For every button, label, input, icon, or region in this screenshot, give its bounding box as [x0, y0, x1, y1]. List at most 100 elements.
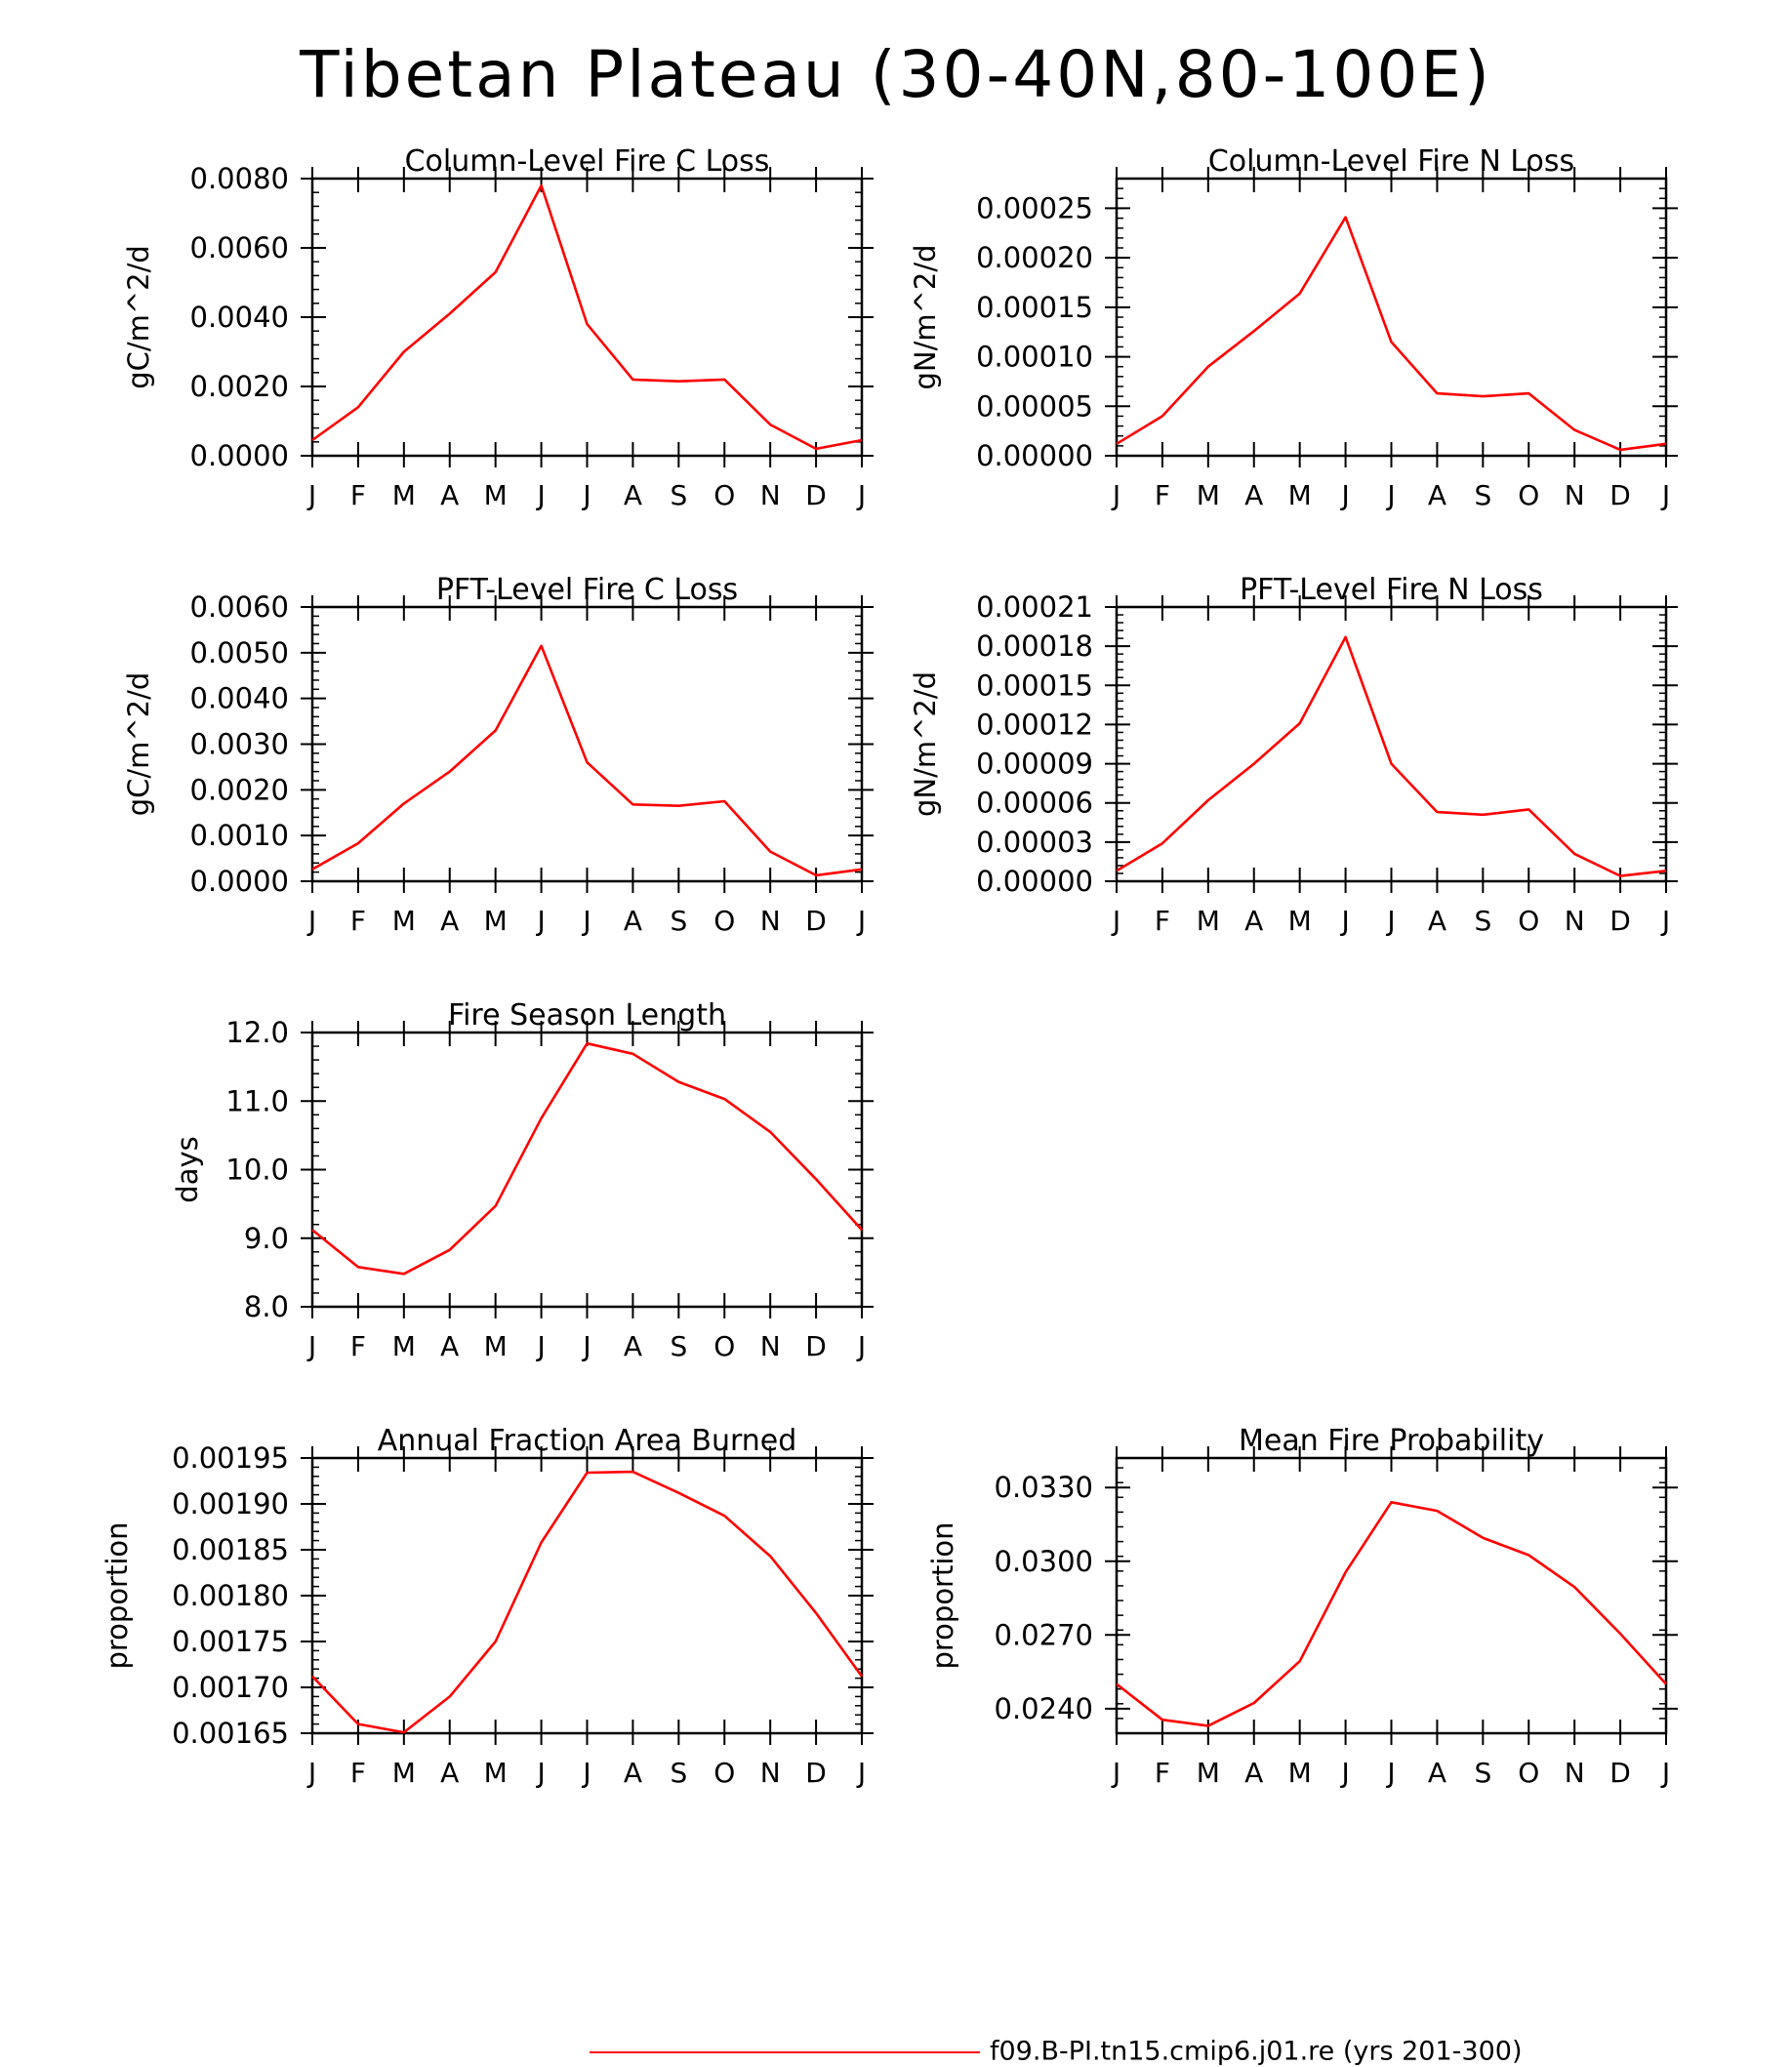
y-tick-label: 0.00021 — [976, 590, 1093, 624]
x-tick-label: J — [306, 479, 316, 511]
x-tick-label: M — [1288, 1757, 1312, 1789]
x-tick-label: J — [581, 905, 591, 937]
series-line — [1116, 1501, 1667, 1727]
chart-title: Fire Season Length — [448, 998, 726, 1033]
y-tick-label: 0.0020 — [190, 370, 289, 403]
y-tick-label: 0.00000 — [976, 865, 1093, 898]
y-tick-label: 0.0030 — [190, 728, 289, 761]
x-tick-label: A — [1244, 479, 1263, 511]
series-line — [311, 1041, 863, 1276]
y-tick-label: 10.0 — [225, 1154, 289, 1187]
x-tick-label: F — [1155, 905, 1170, 937]
x-tick-label: F — [1155, 1757, 1170, 1789]
x-tick-label: J — [856, 905, 866, 937]
x-tick-label: M — [484, 479, 508, 511]
x-tick-label: N — [1565, 905, 1585, 937]
y-tick-label: 0.0040 — [190, 682, 289, 715]
x-tick-label: J — [535, 479, 545, 511]
x-tick-label: J — [1385, 479, 1395, 511]
x-tick-label: A — [440, 479, 459, 511]
x-tick-label: D — [805, 1757, 827, 1789]
y-axis-label: gN/m^2/d — [909, 244, 942, 389]
x-tick-label: J — [581, 1757, 591, 1789]
x-tick-label: S — [670, 479, 687, 511]
x-tick-label: D — [1609, 479, 1631, 511]
x-tick-label: M — [484, 1330, 508, 1362]
plot-frame — [1115, 605, 1668, 883]
x-tick-label: O — [1518, 479, 1539, 511]
x-tick-label: M — [1197, 905, 1220, 937]
x-tick-label: A — [1428, 905, 1446, 937]
plot-frame — [310, 605, 864, 883]
x-tick-label: J — [535, 1757, 545, 1789]
x-tick-label: N — [1565, 479, 1585, 511]
x-tick-label: O — [713, 905, 735, 937]
y-tick-label: 0.0330 — [995, 1471, 1093, 1504]
x-tick-label: F — [350, 1757, 366, 1789]
x-tick-label: N — [760, 479, 781, 511]
x-tick-label: O — [1518, 905, 1539, 937]
y-tick-label: 0.0040 — [190, 301, 289, 334]
page-title: Tibetan Plateau (30-40N,80-100E) — [300, 37, 1492, 112]
chart-panel-6: J F M A M J J A S O N D J0.001650.001700.001750.0018… — [101, 1424, 874, 1789]
x-tick-label: J — [581, 1330, 591, 1362]
x-tick-label: J — [1111, 1757, 1120, 1789]
x-tick-label: A — [440, 905, 459, 937]
x-tick-label: D — [1609, 1757, 1631, 1789]
chart-panel-4: J F M A M J J A S O N D J0.000000.000030.000060.0000… — [909, 573, 1678, 937]
plot-frame — [310, 177, 864, 458]
y-tick-label: 0.00165 — [172, 1717, 289, 1750]
series-line — [1116, 635, 1667, 877]
x-tick-label: N — [760, 1757, 781, 1789]
x-tick-label: D — [1609, 905, 1631, 937]
x-tick-label: M — [1288, 479, 1312, 511]
x-tick-label: S — [1474, 479, 1491, 511]
x-tick-label: J — [535, 905, 545, 937]
x-tick-label: S — [1474, 905, 1491, 937]
chart-title: PFT-Level Fire N Loss — [1240, 573, 1543, 607]
x-tick-label: S — [1474, 1757, 1491, 1789]
x-tick-label: D — [805, 1330, 827, 1362]
y-tick-label: 12.0 — [225, 1016, 289, 1049]
x-tick-label: J — [306, 1330, 316, 1362]
chart-panel-5: J F M A M J J A S O N D J8.09.010.011.012.0 Fire Seas… — [171, 998, 874, 1362]
y-tick-label: 0.00195 — [172, 1441, 289, 1475]
x-tick-label: M — [1288, 905, 1312, 937]
x-tick-label: A — [440, 1330, 459, 1362]
y-tick-label: 0.00015 — [976, 669, 1093, 702]
x-tick-label: J — [306, 905, 316, 937]
x-tick-label: M — [392, 1757, 416, 1789]
x-tick-label: A — [624, 905, 642, 937]
chart-panel-1: J F M A M J J A S O N D J0.00000.00200.00400.00600.0… — [122, 144, 874, 511]
chart-panel-2: J F M A M J J A S O N D J0.000000.000050.000100.0001… — [909, 144, 1678, 511]
chart-panel-7: J F M A M J J A S O N D J0.02400.02700.03000.0330Mea… — [926, 1424, 1678, 1789]
x-tick-label: O — [713, 479, 735, 511]
y-tick-label: 0.0060 — [190, 231, 289, 264]
y-tick-label: 0.00010 — [976, 341, 1093, 374]
x-tick-label: M — [484, 1757, 508, 1789]
y-tick-label: 0.00190 — [172, 1487, 289, 1520]
x-tick-label: M — [484, 905, 508, 937]
x-tick-label: M — [1197, 1757, 1220, 1789]
y-tick-label: 0.0020 — [190, 773, 289, 806]
x-tick-label: A — [1244, 1757, 1263, 1789]
y-tick-label: 0.00180 — [172, 1579, 289, 1612]
x-tick-label: J — [856, 1757, 866, 1789]
x-tick-label: J — [1660, 1757, 1670, 1789]
x-tick-label: O — [1518, 1757, 1539, 1789]
x-tick-label: F — [350, 905, 366, 937]
y-tick-label: 0.0060 — [190, 590, 289, 624]
y-tick-label: 0.0000 — [190, 865, 289, 898]
y-tick-label: 9.0 — [244, 1222, 289, 1255]
x-tick-label: A — [1428, 1757, 1446, 1789]
x-tick-label: J — [1339, 479, 1349, 511]
x-tick-label: O — [713, 1330, 735, 1362]
plot-frame — [1115, 177, 1668, 458]
x-tick-label: A — [1428, 479, 1446, 511]
x-tick-label: A — [624, 479, 642, 511]
x-tick-label: A — [624, 1757, 642, 1789]
y-tick-label: 0.0240 — [995, 1692, 1093, 1725]
x-tick-label: D — [805, 479, 827, 511]
x-tick-label: N — [760, 1330, 781, 1362]
y-axis-label: gC/m^2/d — [122, 672, 155, 817]
